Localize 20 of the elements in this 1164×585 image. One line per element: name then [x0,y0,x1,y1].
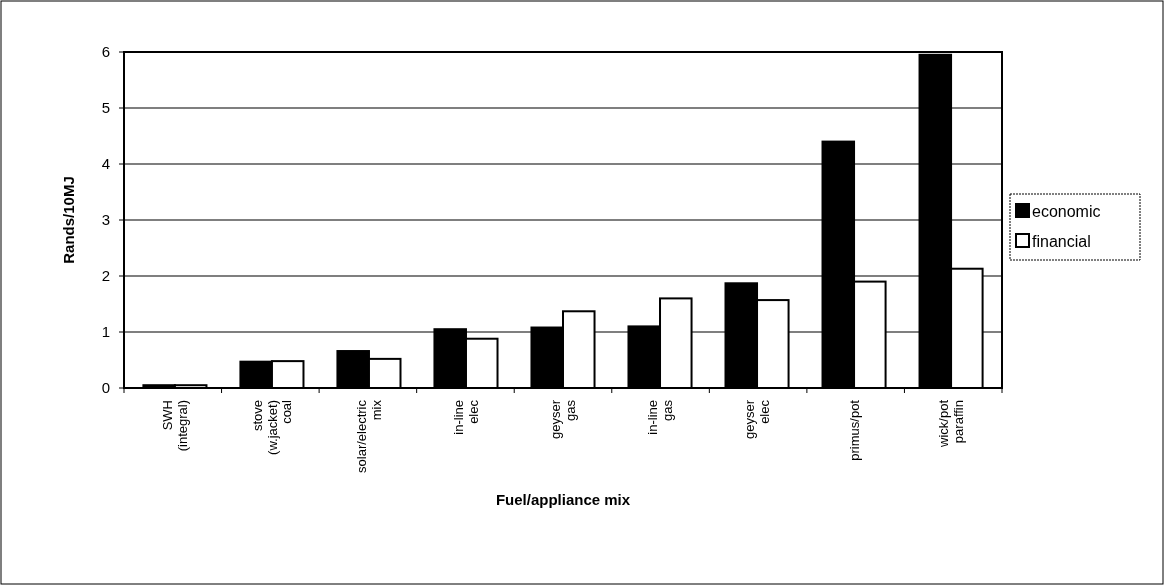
legend-label: financial [1032,232,1091,250]
y-tick-label: 6 [101,43,110,61]
y-tick-label: 5 [101,99,110,117]
legend-label: economic [1032,202,1101,220]
x-tick-label: geyser gas [548,399,579,440]
y-tick-label: 3 [101,211,110,229]
x-tick-label: primus/pot [846,399,862,461]
x-tick-label: SWH (integral) [159,400,190,452]
x-tick-label: stove (w.jacket) coal [249,399,295,455]
y-tick-label: 4 [101,155,110,173]
x-tick-label: wick/pot paraffin [936,399,967,448]
y-tick-label: 1 [101,323,110,341]
x-axis-title: Fuel/appliance mix [495,491,631,508]
x-tick-label: in-line gas [645,399,676,435]
y-tick-label: 0 [101,379,110,397]
y-tick-label: 2 [101,267,110,285]
y-axis-title: Rands/10MJ [60,176,77,264]
x-tick-label: in-line elec [451,399,482,435]
x-tick-label: solar/electric mix [354,399,385,473]
x-tick-label: geyser elec [742,399,773,440]
